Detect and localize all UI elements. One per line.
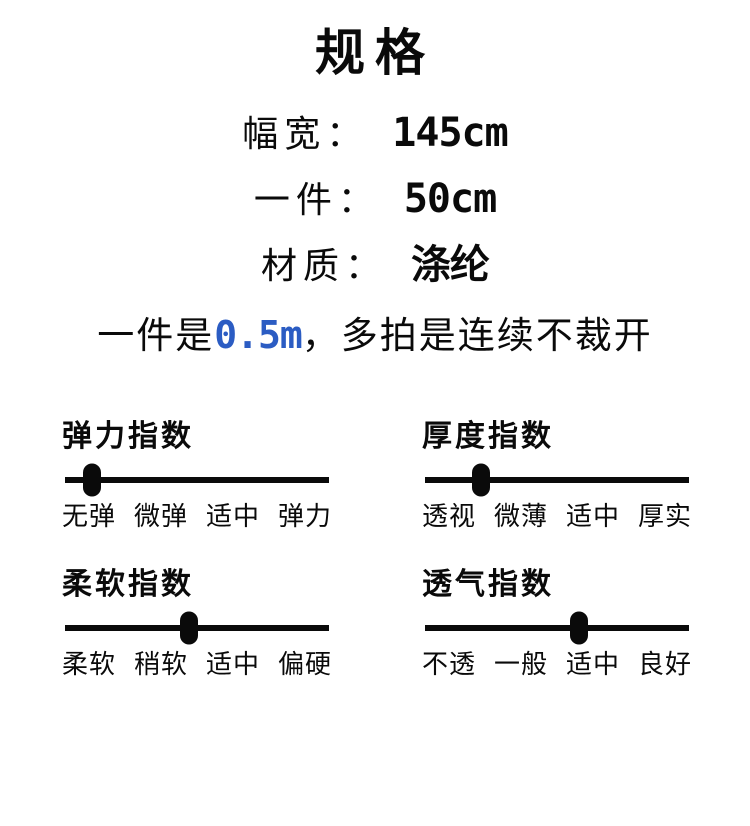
slider-scale-labels: 柔软 稍软 适中 偏硬 — [62, 649, 332, 680]
slider-breathability: 透气指数 不透 一般 适中 良好 — [422, 567, 692, 680]
slider-softness: 柔软指数 柔软 稍软 适中 偏硬 — [62, 567, 332, 680]
spec-row-piece: 一件： 50cm — [0, 179, 750, 223]
slider-thickness: 厚度指数 透视 微薄 适中 厚实 — [422, 419, 692, 532]
slider-title: 弹力指数 — [62, 420, 194, 454]
slider — [422, 459, 692, 501]
slider-scale-labels: 透视 微薄 适中 厚实 — [422, 501, 692, 532]
slider — [422, 607, 692, 649]
spec-value: 50cm — [403, 176, 497, 222]
scale-label: 厚实 — [637, 502, 692, 532]
slider-title: 透气指数 — [422, 567, 554, 601]
slider-track[interactable] — [425, 477, 689, 484]
scale-label: 一般 — [493, 649, 548, 679]
scale-label: 良好 — [637, 649, 692, 679]
spec-label: 一件： — [253, 180, 380, 220]
slider-title: 厚度指数 — [422, 420, 554, 454]
slider — [62, 459, 332, 501]
spec-row-material: 材质： 涤纶 — [0, 245, 750, 289]
slider-scale-labels: 无弹 微弹 适中 弹力 — [62, 501, 332, 532]
spec-label: 材质： — [260, 246, 387, 286]
scale-label: 弹力 — [277, 502, 332, 532]
slider-handle[interactable] — [82, 463, 101, 497]
slider-track[interactable] — [425, 624, 689, 631]
scale-label: 不透 — [422, 649, 477, 679]
slider-title: 柔软指数 — [62, 567, 194, 601]
note-highlight: 0.5m — [214, 313, 303, 357]
slider-scale-labels: 不透 一般 适中 良好 — [422, 649, 692, 680]
scale-label: 微薄 — [493, 502, 548, 532]
slider-handle[interactable] — [179, 611, 198, 645]
scale-label: 适中 — [205, 649, 260, 679]
spec-row-width: 幅宽： 145cm — [0, 113, 750, 157]
slider-handle[interactable] — [472, 463, 491, 497]
scale-label: 稍软 — [133, 649, 188, 679]
note-suffix: ，多拍是连续不裁开 — [301, 316, 653, 357]
scale-label: 柔软 — [62, 649, 117, 679]
spec-value: 涤纶 — [411, 242, 490, 288]
scale-label: 偏硬 — [277, 649, 332, 679]
scale-label: 无弹 — [62, 502, 117, 532]
indicator-grid: 弹力指数 无弹 微弹 适中 弹力 厚度指数 透视 微薄 适中 厚实 柔软指数 — [0, 419, 750, 679]
spec-list: 幅宽： 145cm 一件： 50cm 材质： 涤纶 — [0, 113, 750, 289]
scale-label: 透视 — [422, 502, 477, 532]
note-prefix: 一件是 — [97, 316, 215, 357]
slider-track[interactable] — [65, 477, 329, 484]
page-title: 规格 — [315, 25, 435, 81]
spec-value: 145cm — [392, 110, 508, 156]
scale-label: 适中 — [565, 649, 620, 679]
slider-handle[interactable] — [569, 611, 588, 645]
spec-label: 幅宽： — [242, 114, 369, 154]
note-line: 一件是0.5m，多拍是连续不裁开 — [0, 313, 750, 359]
slider — [62, 607, 332, 649]
scale-label: 微弹 — [133, 502, 188, 532]
scale-label: 适中 — [565, 502, 620, 532]
slider-elasticity: 弹力指数 无弹 微弹 适中 弹力 — [62, 419, 332, 532]
scale-label: 适中 — [205, 502, 260, 532]
